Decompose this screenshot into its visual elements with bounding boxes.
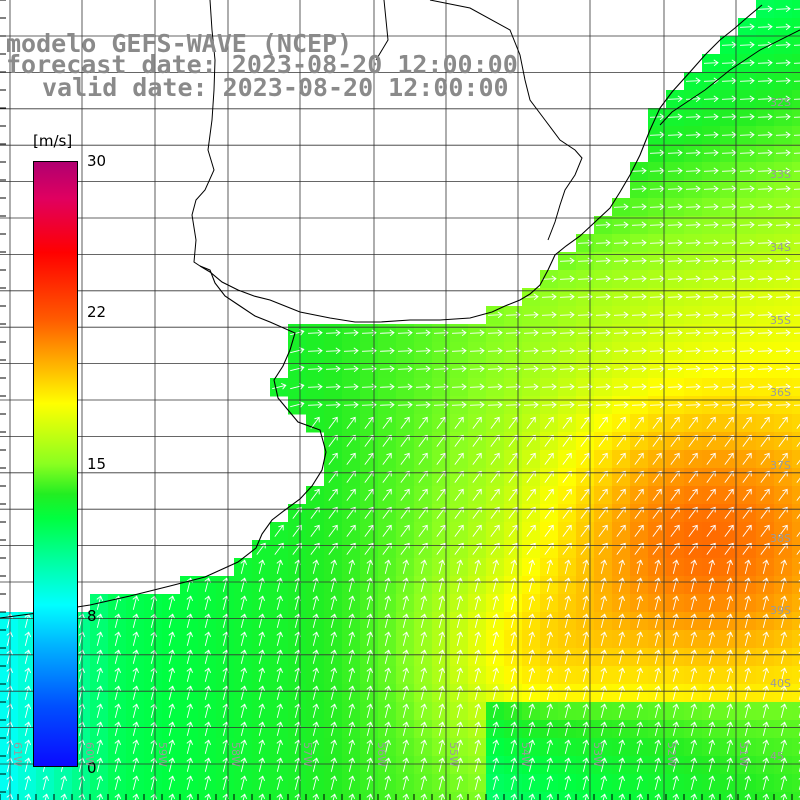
longitude-label: 61W (11, 742, 24, 767)
wind-cell (792, 720, 800, 739)
wind-cell (792, 540, 800, 559)
longitude-label: 57W (301, 742, 314, 767)
longitude-label: 58W (229, 742, 242, 767)
wind-cell (792, 414, 800, 433)
wind-cell (792, 756, 800, 775)
wind-cell (792, 774, 800, 793)
colorbar-unit: [m/s] (33, 132, 72, 150)
longitude-label: 56W (375, 742, 388, 767)
wind-cell (792, 576, 800, 595)
wind-cell (792, 450, 800, 469)
wind-cell (792, 594, 800, 613)
longitude-label: 60W (83, 742, 96, 767)
colorbar-tick-8: 8 (87, 607, 97, 625)
latitude-label: 39S (770, 604, 791, 617)
colorbar (33, 161, 78, 767)
wind-cell (792, 486, 800, 505)
latitude-label: 33S (770, 168, 791, 181)
latitude-label: 37S (770, 459, 791, 472)
wind-cell (792, 792, 800, 800)
wind-cell (792, 684, 800, 703)
latitude-label: 35S (770, 314, 791, 327)
colorbar-tick-30: 30 (87, 152, 106, 170)
wind-cell (792, 702, 800, 721)
latitude-label: 38S (770, 532, 791, 545)
wind-cell (792, 522, 800, 541)
longitude-label: 52W (665, 742, 678, 767)
colorbar-tick-22: 22 (87, 303, 106, 321)
wind-cell (792, 666, 800, 685)
valid-date: valid date: 2023-08-20 12:00:00 (42, 76, 509, 100)
latitude-label: 32S (770, 96, 791, 109)
wind-cell (792, 432, 800, 451)
wind-cell (792, 504, 800, 523)
wind-cell (792, 558, 800, 577)
latitude-label: 40S (770, 677, 791, 690)
latitude-label: 34S (770, 241, 791, 254)
longitude-label: 55W (447, 742, 460, 767)
wind-cell (792, 612, 800, 631)
wind-cell (792, 468, 800, 487)
latitude-label: 36S (770, 386, 791, 399)
longitude-label: 51W (737, 742, 750, 767)
longitude-label: 59W (156, 742, 169, 767)
latitude-label: 45 (770, 750, 784, 763)
longitude-label: 53W (591, 742, 604, 767)
wind-cell (792, 630, 800, 649)
longitude-label: 54W (519, 742, 532, 767)
colorbar-tick-15: 15 (87, 455, 106, 473)
wind-cell (792, 648, 800, 667)
wind-cell (792, 738, 800, 757)
